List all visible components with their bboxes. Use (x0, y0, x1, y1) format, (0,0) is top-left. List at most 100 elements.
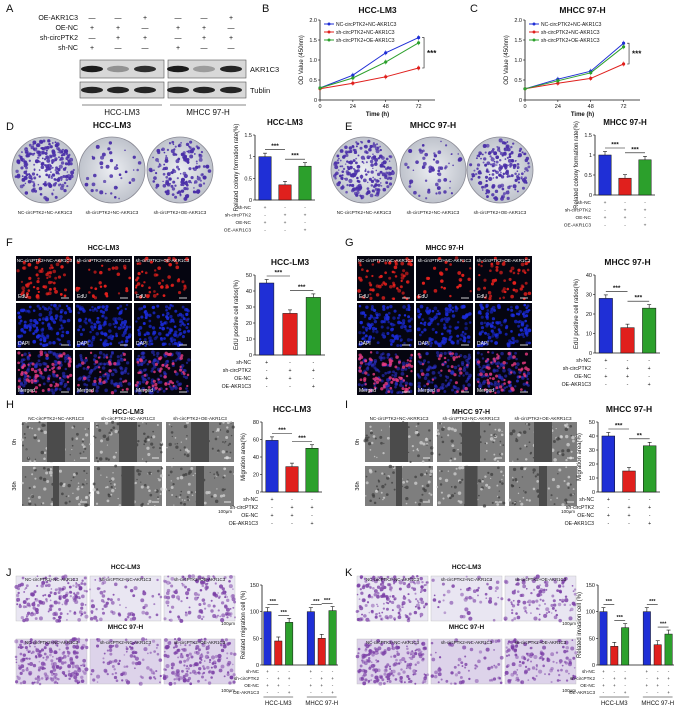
dapi-nucleus (161, 313, 165, 317)
colony-dot (157, 161, 160, 163)
treatment-sign: + (265, 376, 268, 382)
stained-cell (133, 586, 138, 591)
dapi-nucleus (403, 341, 406, 345)
colony-dot (424, 179, 428, 182)
dapi-nucleus (358, 342, 362, 346)
dapi-nucleus (169, 303, 173, 307)
cell-texture (405, 496, 409, 501)
colony-dot (61, 148, 64, 151)
edu-nucleus (527, 260, 530, 264)
edu-nucleus (141, 270, 144, 273)
merged-edu-nucleus (370, 358, 373, 362)
cell-texture (180, 441, 182, 443)
merged-nucleus (367, 373, 370, 377)
cell-texture (88, 491, 91, 494)
wb-sign: + (116, 35, 120, 42)
stained-cell (45, 658, 48, 661)
colony-dot (485, 192, 488, 195)
merged-nucleus (364, 362, 368, 366)
dapi-nucleus (174, 309, 178, 313)
cell-texture (570, 450, 573, 453)
dapi-nucleus (523, 303, 527, 307)
colony-dot (494, 196, 497, 199)
colony-dot (448, 162, 450, 165)
dapi-nucleus (93, 325, 97, 329)
colony-dot (477, 175, 481, 179)
merged-edu-nucleus (143, 373, 147, 377)
merged-nucleus (498, 375, 502, 380)
merged-nucleus (27, 351, 31, 355)
dapi-nucleus (491, 321, 495, 324)
dapi-nucleus (123, 322, 127, 325)
colony-dot (70, 170, 75, 175)
stained-cell (108, 644, 113, 649)
stained-cell (65, 646, 69, 650)
stained-cell (24, 617, 29, 622)
cell-texture (137, 472, 141, 476)
merged-edu-nucleus (30, 367, 35, 372)
colony-dot (369, 144, 373, 149)
dapi-nucleus (491, 334, 495, 338)
dapi-nucleus (364, 334, 368, 338)
colony-dot (389, 176, 393, 181)
colony-dot (501, 154, 504, 157)
stained-cell (119, 604, 121, 606)
edu-nucleus (461, 260, 465, 263)
merged-edu-nucleus (512, 362, 517, 366)
cell-texture (98, 457, 103, 461)
stained-cell (55, 665, 60, 669)
merged-edu-nucleus (511, 363, 514, 367)
treatment-label: OE-NC (577, 513, 594, 519)
dapi-nucleus (396, 344, 400, 348)
edu-nucleus (29, 281, 33, 285)
treatment-sign: + (626, 366, 629, 372)
edu-nucleus (358, 276, 361, 279)
colony-dot (128, 181, 132, 184)
dapi-nucleus (395, 334, 399, 338)
merged-nucleus (508, 384, 512, 388)
colony-dot (16, 174, 21, 179)
colony-dot (192, 167, 195, 170)
dapi-nucleus (148, 336, 152, 340)
edu-nucleus (177, 278, 180, 281)
edu-row-label: EdU (136, 294, 146, 300)
merged-edu-nucleus (186, 373, 190, 377)
cell-texture (372, 494, 376, 498)
significance-mark: *** (298, 435, 306, 442)
colony-dot (198, 153, 201, 157)
cell-texture (64, 501, 68, 505)
dapi-nucleus (95, 331, 100, 336)
merged-nucleus (119, 384, 123, 387)
colony-dot (172, 180, 176, 184)
dapi-nucleus (363, 339, 367, 343)
colony-dot (424, 152, 429, 157)
edu-nucleus (58, 259, 62, 263)
colony-dot (520, 178, 523, 180)
edu-nucleus (506, 287, 510, 291)
merged-edu-nucleus (163, 375, 167, 379)
edu-nucleus (524, 261, 528, 266)
stained-cell (228, 579, 231, 583)
colony-dot (435, 182, 439, 187)
cell-texture (187, 490, 191, 494)
colony-dot (47, 139, 51, 143)
colony-dot (491, 162, 496, 167)
colony-dot (457, 153, 459, 155)
colony-dot (338, 169, 340, 171)
stained-cell (108, 660, 113, 664)
stained-cell (76, 643, 79, 646)
dapi-nucleus (81, 328, 86, 332)
stained-cell (206, 574, 211, 579)
merged-nucleus (381, 352, 385, 356)
stained-cell (65, 579, 69, 582)
stained-cell (53, 639, 59, 645)
stained-cell (80, 679, 85, 683)
cell-texture (488, 423, 491, 426)
stained-cell (181, 575, 185, 579)
merged-nucleus (431, 371, 436, 375)
merged-edu-nucleus (454, 381, 458, 385)
stained-cell (124, 585, 128, 589)
stained-cell (38, 682, 42, 686)
edu-nucleus (519, 287, 523, 291)
dapi-nucleus (88, 319, 92, 323)
